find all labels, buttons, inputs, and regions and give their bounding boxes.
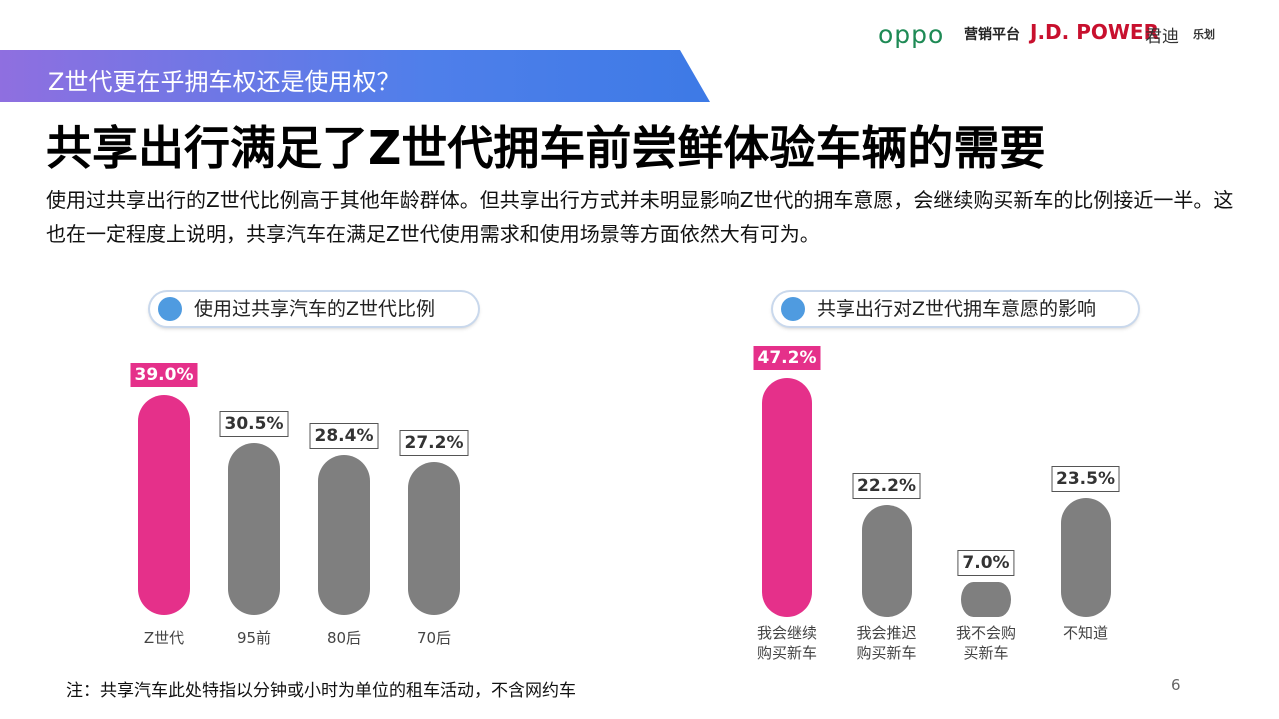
bar bbox=[762, 378, 812, 617]
value-label: 30.5% bbox=[219, 410, 289, 437]
category-label: Z世代 bbox=[143, 629, 185, 647]
category-label: 我会继续购买新车 bbox=[756, 624, 817, 662]
chart-title-text: 使用过共享汽车的Z世代比例 bbox=[194, 298, 436, 320]
bar bbox=[861, 504, 912, 617]
body-text: 使用过共享出行的Z世代比例高于其他年龄群体。但共享出行方式并未明显影响Z世代的拥… bbox=[46, 188, 1234, 246]
category-label: 95前 bbox=[236, 629, 272, 647]
logo-jundi: 君迪 bbox=[1145, 27, 1179, 47]
page-number: 6 bbox=[1171, 676, 1181, 694]
title: 共享出行满足了Z世代拥车前尝鲜体验车辆的需要 bbox=[46, 121, 1046, 175]
icon bbox=[781, 297, 805, 321]
value-label: 22.2% bbox=[852, 472, 921, 499]
category-label: 不知道 bbox=[1062, 624, 1108, 642]
bar bbox=[318, 454, 370, 615]
category-label: 80后 bbox=[326, 629, 362, 647]
value-label: 27.2% bbox=[399, 429, 469, 456]
logo-jdpower: J.D. POWER bbox=[1030, 20, 1159, 44]
value-label: 39.0% bbox=[130, 363, 198, 387]
bar bbox=[1060, 498, 1111, 617]
icon bbox=[158, 297, 182, 321]
bar bbox=[138, 395, 190, 615]
value-label: 28.4% bbox=[309, 422, 379, 449]
chart-title: 共享出行对Z世代拥车意愿的影响 bbox=[773, 292, 1138, 326]
bar bbox=[408, 461, 460, 615]
value-label: 23.5% bbox=[1051, 466, 1120, 492]
value-label: 47.2% bbox=[753, 346, 821, 370]
logo-platform: 营销平台 bbox=[964, 27, 1020, 43]
logo-oppo: oppo bbox=[878, 20, 945, 49]
logo-lehua: 乐划 bbox=[1193, 28, 1215, 41]
chart-title-text: 共享出行对Z世代拥车意愿的影响 bbox=[817, 298, 1097, 320]
bar bbox=[961, 581, 1011, 617]
category-label: 我会推迟购买新车 bbox=[856, 624, 917, 662]
value-label: 7.0% bbox=[957, 549, 1015, 576]
category-label: 70后 bbox=[416, 629, 452, 647]
banner-text: Z世代更在乎拥车权还是使用权？ bbox=[48, 68, 401, 96]
banner bbox=[0, 50, 710, 102]
category-label: 我不会购买新车 bbox=[955, 624, 1016, 662]
footnote: 注：共享汽车此处特指以分钟或小时为单位的租车活动，不含网约车 bbox=[66, 681, 576, 701]
chart-title: 使用过共享汽车的Z世代比例 bbox=[150, 292, 478, 326]
bar bbox=[228, 442, 280, 615]
